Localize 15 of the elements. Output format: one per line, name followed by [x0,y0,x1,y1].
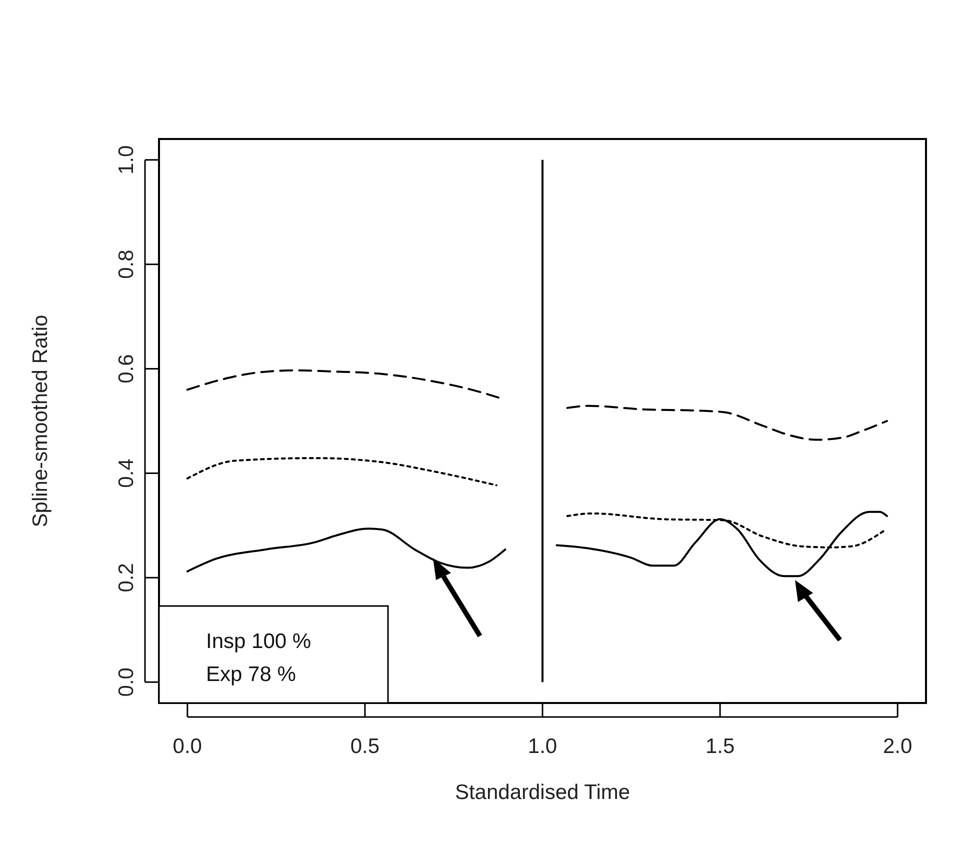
x-axis-title: Standardised Time [454,781,630,804]
x-tick-label: 0.5 [350,735,380,758]
x-tick-label: 0.0 [172,735,202,758]
y-tick-label: 0.0 [115,668,138,697]
y-tick-label: 0.4 [115,458,138,488]
annotation: Exp 78 % [206,663,296,686]
y-tick-label: 0.2 [115,563,138,592]
y-axis-title: Spline-smoothed Ratio [29,314,52,528]
y-tick-label: 0.6 [115,354,138,384]
x-tick-label: 2.0 [882,735,912,758]
y-tick-label: 0.8 [115,250,138,279]
annotation: Insp 100 % [206,630,312,653]
x-tick-label: 1.5 [705,735,735,758]
y-tick-label: 1.0 [115,145,138,174]
x-tick-label: 1.0 [528,735,558,758]
